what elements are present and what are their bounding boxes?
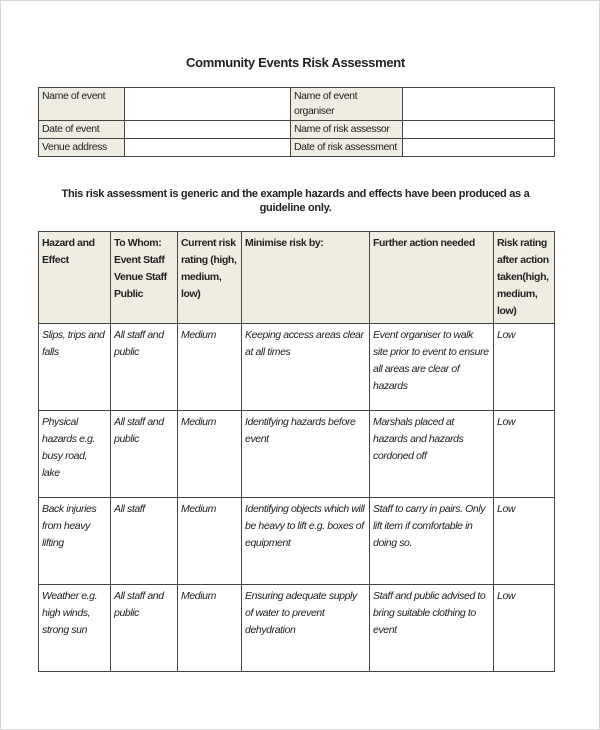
table-cell: All staff and public [110,323,178,411]
table-cell: Slips, trips and falls [38,323,111,411]
table-cell: All staff [110,497,178,585]
table-cell: Ensuring adequate supply of water to pre… [241,584,370,672]
table-cell: Low [493,584,555,672]
table-cell: Low [493,323,555,411]
table-cell: Staff to carry in pairs. Only lift item … [369,497,494,585]
table-cell: Event organiser to walk site prior to ev… [369,323,494,411]
table-row: Back injuries from heavy lifting All sta… [38,497,555,585]
table-cell: Medium [177,410,242,498]
info-value-field[interactable] [124,120,291,139]
info-label: Date of risk assessment [290,138,403,157]
column-header: Current risk rating (high, medium, low) [177,231,242,324]
table-cell: Low [493,497,555,585]
info-value-field[interactable] [402,120,555,139]
table-cell: Weather e.g. high winds, strong sun [38,584,111,672]
risk-table: Hazard and Effect To Whom: Event Staff V… [38,231,555,672]
table-cell: Identifying hazards before event [241,410,370,498]
info-label: Name of event [38,87,125,121]
info-row: Venue address Date of risk assessment [38,138,555,157]
header-row: Hazard and Effect To Whom: Event Staff V… [38,231,555,324]
info-value-field[interactable] [402,138,555,157]
info-row: Name of event Name of event organiser [38,87,555,121]
info-value-field[interactable] [124,87,291,121]
table-row: Slips, trips and falls All staff and pub… [38,323,555,411]
column-header: To Whom: Event Staff Venue Staff Public [110,231,178,324]
column-header: Minimise risk by: [241,231,370,324]
table-cell: Physical hazards e.g. busy road, lake [38,410,111,498]
table-row: Physical hazards e.g. busy road, lake Al… [38,410,555,498]
column-header: Further action needed [369,231,494,324]
page-content: Community Events Risk Assessment Name of… [1,1,599,692]
table-cell: Staff and public advised to bring suitab… [369,584,494,672]
info-value-field[interactable] [402,87,555,121]
table-cell: Keeping access areas clear at all times [241,323,370,411]
table-cell: Back injuries from heavy lifting [38,497,111,585]
column-header: Risk rating after action taken(high, med… [493,231,555,324]
column-header: Hazard and Effect [38,231,111,324]
info-label: Venue address [38,138,125,157]
table-cell: Identifying objects which will be heavy … [241,497,370,585]
info-label: Name of event organiser [290,87,403,121]
table-cell: Medium [177,323,242,411]
info-label: Date of event [38,120,125,139]
document-title: Community Events Risk Assessment [186,55,405,70]
table-cell: Marshals placed at hazards and hazards c… [369,410,494,498]
event-info-table: Name of event Name of event organiser Da… [38,87,555,157]
info-row: Date of event Name of risk assessor [38,120,555,139]
table-cell: Low [493,410,555,498]
table-row: Weather e.g. high winds, strong sun All … [38,584,555,672]
table-cell: Medium [177,497,242,585]
guideline-note: This risk assessment is generic and the … [61,188,530,214]
info-value-field[interactable] [124,138,291,157]
table-cell: All staff and public [110,410,178,498]
table-cell: Medium [177,584,242,672]
table-cell: All staff and public [110,584,178,672]
info-label: Name of risk assessor [290,120,403,139]
